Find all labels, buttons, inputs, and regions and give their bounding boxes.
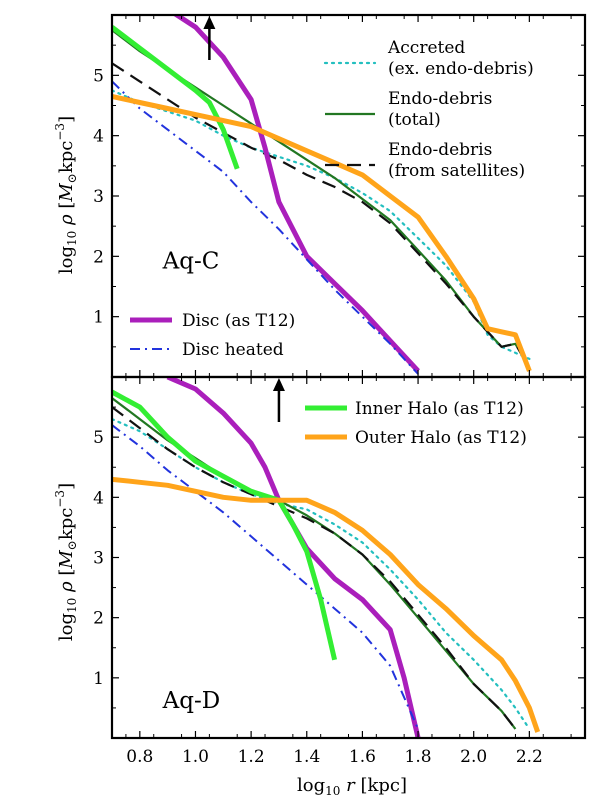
series-inner-halo-as-t12-aq-d [112, 389, 338, 661]
panel-aq-d-legend: Inner Halo (as T12) Outer Halo (as T12) [305, 399, 527, 448]
panel-aq-d-arrow [272, 378, 285, 422]
y-tick-label: 2 [93, 609, 104, 629]
legend-label-accreted-ex-endo-debris: Accreted (ex. endo-debris) [387, 38, 534, 79]
legend-label-disc-as-t12: Disc (as T12) [182, 311, 295, 331]
legend-label-outer-halo-as-t12: Outer Halo (as T12) [355, 428, 527, 448]
y-tick-label: 1 [93, 669, 104, 689]
y-tick-label: 2 [93, 247, 104, 267]
y-tick-label: 3 [93, 187, 104, 207]
arrow-head [203, 16, 216, 29]
x-tick-label: 2.0 [460, 747, 487, 767]
y-axis-label-bottom: log10 ρ [M⊙kpc−3] [53, 483, 79, 641]
panel-aq-d-series [112, 377, 541, 738]
series-disc-heated-aq-d [112, 424, 420, 730]
panel-aq-c-arrow [203, 16, 216, 60]
legend-label-disc-heated: Disc heated [182, 340, 284, 360]
panel-aq-c-legend: Accreted (ex. endo-debris) Endo-debris (tot… [130, 38, 534, 360]
y-tick-label: 1 [93, 308, 104, 328]
series-disc-as-t12-aq-c [172, 15, 420, 373]
x-tick-label: 2.2 [516, 747, 543, 767]
panel-aq-d-frame [110, 375, 587, 740]
series-inner-halo-as-t12-aq-c [112, 25, 240, 170]
arrow-head [272, 378, 285, 391]
series-outer-halo-as-t12-aq-d [112, 476, 541, 733]
x-tick-label: 0.8 [126, 747, 153, 767]
y-tick-label: 5 [93, 428, 104, 448]
panel-aq-c-series [112, 15, 532, 375]
y-axis-label-top: log10 ρ [M⊙kpc−3] [53, 116, 79, 274]
x-tick-label: 1.0 [182, 747, 209, 767]
panel-label-aq-d: Aq-D [162, 688, 221, 714]
panel-label-aq-c: Aq-C [162, 248, 220, 274]
y-tick-label: 3 [93, 549, 104, 569]
panel-aq-d: 0.8 1.0 1.2 1.4 1.6 1.8 2.0 2.2 1 2 3 4 5 Aq-D Inner… [93, 375, 587, 767]
legend-label-endo-debris-from-satellites: Endo-debris (from satellites) [388, 140, 525, 181]
legend-label-endo-debris-total: Endo-debris (total) [388, 89, 492, 130]
series-endo-debris-from-satellites-aq-d [112, 406, 517, 730]
y-tick-label: 4 [93, 488, 104, 508]
x-tick-label: 1.8 [405, 747, 432, 767]
panel-aq-c-ticks: 1 2 3 4 5 [93, 15, 585, 377]
panel-aq-d-ticks: 0.8 1.0 1.2 1.4 1.6 1.8 2.0 2.2 1 2 3 4 5 [93, 377, 585, 767]
legend-label-inner-halo-as-t12: Inner Halo (as T12) [355, 399, 524, 419]
x-axis-label: log10 r [kpc] [297, 775, 407, 798]
series-outer-halo-as-t12-aq-c [112, 93, 532, 372]
x-tick-label: 1.4 [293, 747, 320, 767]
x-tick-label: 1.2 [238, 747, 265, 767]
y-tick-label: 4 [93, 127, 104, 147]
series-disc-heated-aq-c [112, 80, 419, 375]
x-tick-label: 1.6 [349, 747, 376, 767]
y-tick-label: 5 [93, 66, 104, 86]
